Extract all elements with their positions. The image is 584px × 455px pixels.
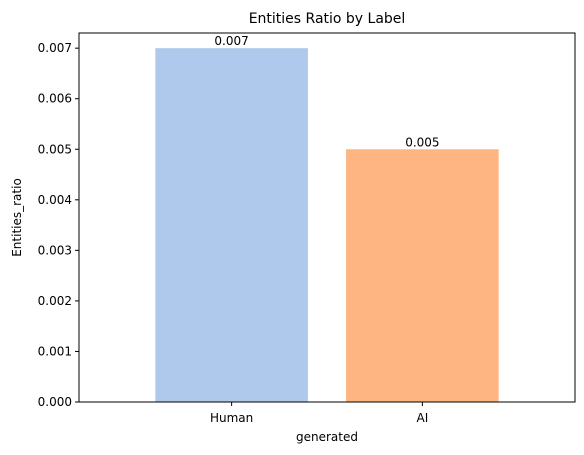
- bars-group: [155, 48, 499, 403]
- plot-frame: [78, 32, 576, 403]
- y-tick-label: 0.005: [38, 142, 72, 156]
- chart-title: Entities Ratio by Label: [249, 11, 406, 27]
- data-label-ai: 0.005: [405, 135, 439, 149]
- y-tick-label: 0.003: [38, 243, 72, 257]
- y-tick-label: 0.007: [38, 41, 72, 55]
- data-labels: 0.007 0.005: [214, 34, 439, 149]
- x-axis-label: generated: [296, 430, 358, 444]
- y-tick-label: 0.004: [38, 193, 72, 207]
- y-tick-label: 0.000: [38, 395, 72, 409]
- x-tick-label-ai: AI: [417, 411, 429, 425]
- y-tick-label: 0.006: [38, 92, 72, 106]
- y-tick-label: 0.001: [38, 344, 72, 358]
- y-axis-label: Entities_ratio: [10, 178, 24, 257]
- bar-human: [155, 48, 308, 403]
- y-tick-labels: 0.000 0.001 0.002 0.003 0.004 0.005 0.006 0.007: [38, 41, 79, 409]
- data-label-human: 0.007: [214, 34, 248, 48]
- y-tick-label: 0.002: [38, 294, 72, 308]
- bar-ai: [346, 149, 499, 402]
- x-tick-label-human: Human: [210, 411, 253, 425]
- x-tick-labels: Human AI: [210, 402, 428, 425]
